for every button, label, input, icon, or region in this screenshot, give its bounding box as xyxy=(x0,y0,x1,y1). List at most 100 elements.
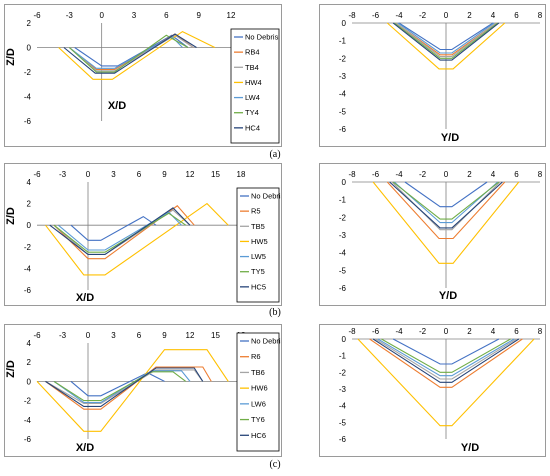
x-tick-label: 3 xyxy=(111,170,116,179)
legend-label: RB4 xyxy=(245,48,260,57)
series-line xyxy=(53,371,187,402)
x-axis-label: Y/D xyxy=(441,132,459,144)
y-axis-label: Z/D xyxy=(5,48,17,66)
legend-label: HC4 xyxy=(245,123,260,132)
x-tick-label: 8 xyxy=(538,327,543,336)
legend-box xyxy=(236,332,280,452)
x-tick-label: 0 xyxy=(444,327,449,336)
series-line xyxy=(45,202,229,276)
legend-label: TB6 xyxy=(251,368,265,377)
caption-a: (a) xyxy=(269,149,281,160)
x-tick-label: 4 xyxy=(491,11,496,20)
x-tick-label: 6 xyxy=(137,331,142,340)
x-tick-label: 4 xyxy=(491,170,496,179)
x-tick-label: -3 xyxy=(59,170,67,179)
x-tick-label: 9 xyxy=(162,331,167,340)
series-line xyxy=(53,209,191,255)
y-tick-label: -6 xyxy=(339,284,347,293)
legend-label: LW5 xyxy=(251,252,266,261)
legend-label: HW4 xyxy=(245,78,262,87)
series-line xyxy=(70,215,157,241)
x-tick-label: -6 xyxy=(33,331,41,340)
legend-box xyxy=(236,187,280,303)
x-tick-label: 4 xyxy=(491,327,496,336)
chart-b-left: -6 -3 0 3 6 9 12 15 18 4 2 0 -2 -4 -6 Z/D X/D No Debris R5… xyxy=(5,170,281,304)
series-line xyxy=(372,181,520,264)
series-line xyxy=(392,181,500,220)
x-tick-label: -8 xyxy=(348,170,356,179)
x-axis-label: Y/D xyxy=(439,290,457,302)
legend-label: HC5 xyxy=(251,282,266,291)
x-tick-label: -8 xyxy=(348,11,356,20)
y-tick-label: -5 xyxy=(339,266,347,275)
y-tick-label: 0 xyxy=(342,19,347,28)
x-tick-label: 6 xyxy=(514,170,519,179)
x-tick-label: 0 xyxy=(444,170,449,179)
y-tick-label: -6 xyxy=(24,117,32,126)
series-line xyxy=(372,338,520,383)
x-tick-label: 18 xyxy=(237,170,246,179)
x-tick-label: 0 xyxy=(444,11,449,20)
series-line xyxy=(393,22,499,59)
chart-b-right: -8 -6 -4 -2 0 2 4 6 8 0 -1 -2 -3 -4 -5 -6 Y/D xyxy=(339,170,543,302)
x-tick-label: 2 xyxy=(467,327,472,336)
x-tick-label: -3 xyxy=(66,11,74,20)
series-line xyxy=(53,212,187,253)
legend-label: No Debris xyxy=(251,192,281,201)
series-line xyxy=(53,205,195,260)
series-line xyxy=(70,372,165,397)
y-tick-label: -2 xyxy=(24,68,32,77)
chart-panel-a-right: -8 -6 -4 -2 0 2 4 6 8 0 -1 -2 -3 -4 -5 -6 Y/D xyxy=(319,4,546,147)
x-tick-label: -2 xyxy=(419,327,427,336)
x-tick-label: -6 xyxy=(33,11,41,20)
x-tick-label: -4 xyxy=(395,170,403,179)
y-tick-label: -2 xyxy=(24,243,32,252)
legend-label: TY5 xyxy=(251,267,265,276)
y-tick-label: -3 xyxy=(339,231,347,240)
x-tick-label: 8 xyxy=(538,170,543,179)
x-tick-label: 12 xyxy=(186,331,195,340)
legend-label: No Debris xyxy=(251,337,281,346)
legend-label: TB4 xyxy=(245,63,259,72)
series-line xyxy=(68,34,194,72)
series-line xyxy=(369,338,523,388)
x-tick-label: -4 xyxy=(395,11,403,20)
chart-a-left: -6 -3 0 3 6 9 12 2 0 -2 -4 -6 Z/D X/D No Debris RB4 TB4 H… xyxy=(5,11,280,144)
y-tick-label: -2 xyxy=(339,213,347,222)
x-tick-label: 2 xyxy=(467,11,472,20)
series-line xyxy=(386,181,506,240)
x-tick-label: 0 xyxy=(86,170,91,179)
y-tick-label: -5 xyxy=(339,418,347,427)
x-tick-label: -6 xyxy=(372,11,380,20)
series-line xyxy=(393,181,499,224)
y-axis-label: Z/D xyxy=(5,207,17,225)
y-tick-label: -4 xyxy=(339,402,347,411)
x-tick-label: -2 xyxy=(419,170,427,179)
x-tick-label: 6 xyxy=(514,327,519,336)
caption-b: (b) xyxy=(269,307,281,318)
legend-label: TY4 xyxy=(245,108,259,117)
y-tick-label: -6 xyxy=(339,125,347,134)
y-tick-label: -4 xyxy=(339,90,347,99)
x-tick-label: 2 xyxy=(467,170,472,179)
series-line xyxy=(36,349,229,432)
series-line xyxy=(392,338,500,365)
y-tick-label: 2 xyxy=(27,19,32,28)
x-tick-label: 3 xyxy=(111,331,116,340)
y-tick-label: -1 xyxy=(339,352,347,361)
x-tick-label: 12 xyxy=(186,170,195,179)
x-axis-label: X/D xyxy=(76,442,94,454)
y-tick-label: 4 xyxy=(27,178,32,187)
series-line xyxy=(398,22,494,51)
x-tick-label: 6 xyxy=(164,11,169,20)
x-axis-label: X/D xyxy=(108,100,126,112)
y-tick-label: -1 xyxy=(339,196,347,205)
series-line xyxy=(377,338,515,377)
series-line xyxy=(397,22,495,54)
x-tick-label: 15 xyxy=(211,170,220,179)
y-tick-label: -3 xyxy=(339,72,347,81)
x-tick-label: 6 xyxy=(514,11,519,20)
y-tick-label: -2 xyxy=(339,54,347,63)
x-tick-label: -6 xyxy=(372,170,380,179)
